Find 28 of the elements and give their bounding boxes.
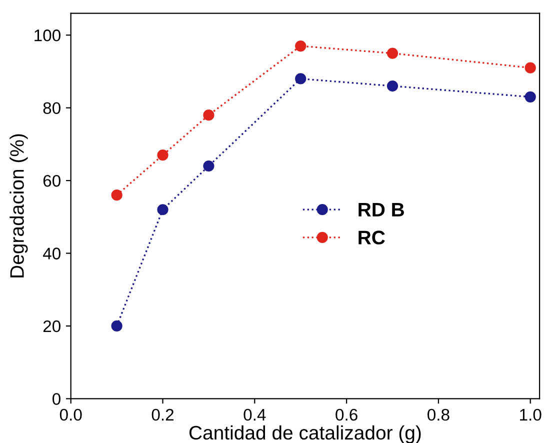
point (111, 190, 122, 201)
y-tick-label: 60 (43, 174, 60, 187)
point (295, 40, 306, 52)
x-tick-label: 0.8 (428, 408, 450, 421)
y-axis-title: Degradacion (%) (10, 134, 28, 278)
point (157, 150, 168, 161)
point (524, 62, 536, 74)
y-tick-label: 100 (34, 30, 60, 42)
point (111, 320, 122, 332)
x-tick-label: 1.0 (520, 408, 542, 421)
x-axis-title: Cantidad de catalizador (g) (189, 425, 421, 443)
x-tick-label: 0.2 (152, 408, 174, 421)
point (386, 80, 398, 92)
point (295, 73, 306, 84)
x-tick-label: 0.4 (244, 408, 266, 421)
y-tick-label: 20 (43, 320, 60, 332)
point (386, 48, 398, 59)
point (524, 91, 536, 102)
point (157, 204, 168, 216)
y-tick-label: 0 (52, 393, 60, 405)
point (203, 110, 214, 121)
legend-label: RC (358, 230, 385, 244)
x-tick-label: 0.0 (60, 408, 82, 421)
point (203, 160, 214, 172)
x-tick-label: 0.6 (336, 408, 358, 421)
legend-label: RD B (358, 202, 404, 216)
y-tick-label: 80 (43, 102, 60, 114)
y-tick-label: 40 (42, 248, 60, 260)
